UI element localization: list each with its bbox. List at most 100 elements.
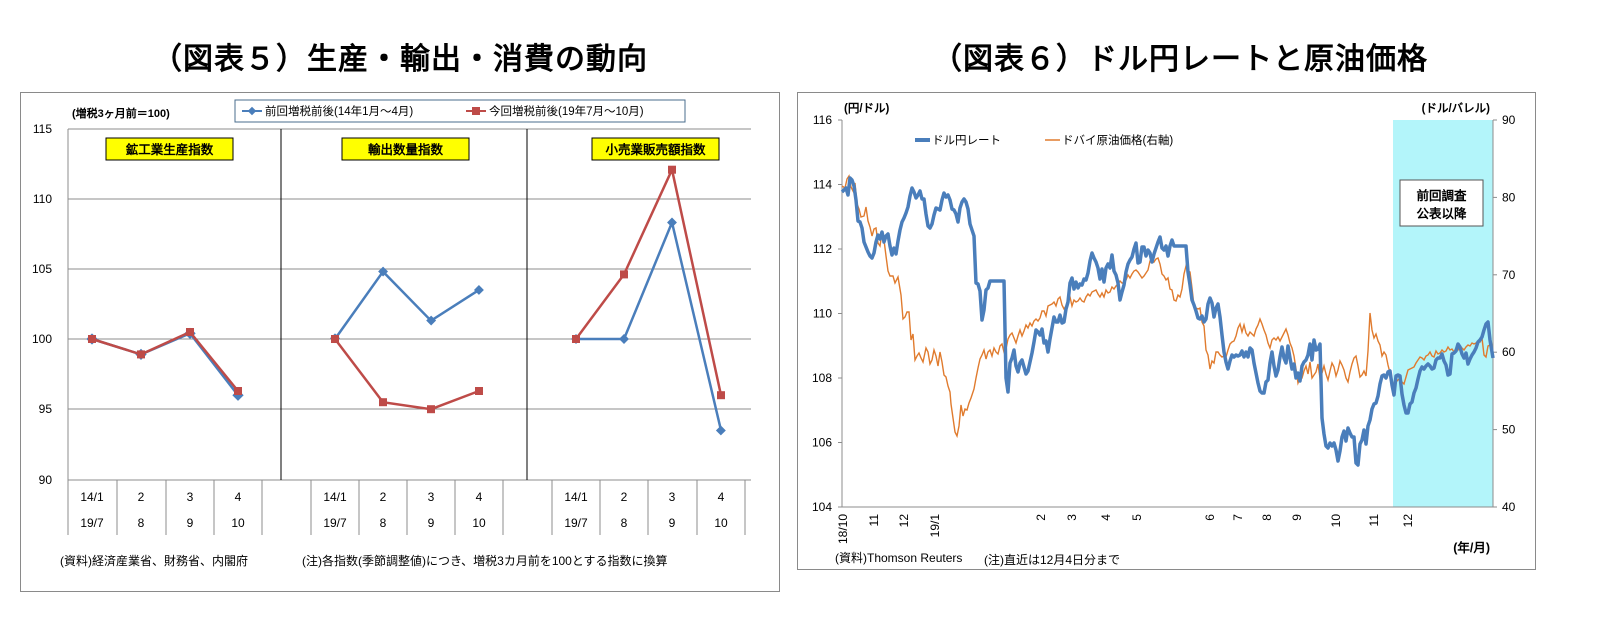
xtick-row1: 4 bbox=[476, 490, 483, 504]
svg-text:ドル円レート: ドル円レート bbox=[932, 135, 1001, 147]
ytick-right: 60 bbox=[1502, 345, 1516, 359]
xtick-row1: 3 bbox=[428, 490, 435, 504]
svg-text:ドバイ原油価格(右軸): ドバイ原油価格(右軸) bbox=[1062, 133, 1173, 147]
diamond-marker-icon bbox=[247, 106, 257, 116]
ytick-right: 80 bbox=[1502, 190, 1516, 204]
series-usdjpy bbox=[840, 176, 1495, 467]
left-x-axis-dividers bbox=[67, 480, 746, 535]
series-dubai-oil bbox=[841, 174, 1494, 439]
svg-text:前回調査: 前回調査 bbox=[1416, 188, 1467, 203]
square-marker-icon bbox=[472, 107, 480, 115]
xtick: 9 bbox=[1290, 514, 1304, 521]
xtick: 5 bbox=[1130, 514, 1144, 521]
right-x-unit: (年/月) bbox=[1453, 540, 1490, 555]
ytick-left: 114 bbox=[813, 178, 832, 192]
xtick: 7 bbox=[1231, 514, 1245, 521]
xtick-row1: 2 bbox=[380, 490, 387, 504]
ytick-right: 50 bbox=[1502, 423, 1516, 437]
svg-text:前回増税前後(14年1月～4月): 前回増税前後(14年1月～4月) bbox=[265, 104, 413, 118]
panel-label-retail: 小売業販売額指数 bbox=[591, 137, 720, 161]
svg-text:輸出数量指数: 輸出数量指数 bbox=[368, 142, 444, 157]
ytick-right: 40 bbox=[1502, 500, 1516, 514]
xtick: 4 bbox=[1099, 514, 1113, 521]
svg-text:小売業販売額指数: 小売業販売額指数 bbox=[604, 142, 706, 157]
xtick: 11 bbox=[1367, 514, 1381, 527]
legend-item-previous: 前回増税前後(14年1月～4月) bbox=[242, 104, 413, 118]
xtick: 6 bbox=[1203, 514, 1217, 521]
panel-label-exports: 輸出数量指数 bbox=[341, 137, 470, 161]
right-left-unit: (円/ドル) bbox=[844, 102, 890, 115]
xtick: 18/10 bbox=[836, 514, 850, 544]
svg-text:公表以降: 公表以降 bbox=[1416, 206, 1467, 221]
xtick: 8 bbox=[1260, 514, 1274, 521]
xtick: 10 bbox=[1329, 514, 1343, 528]
xtick-row2: 9 bbox=[187, 516, 194, 530]
xtick: 12 bbox=[897, 514, 911, 528]
left-y-axis: 115 110 105 100 95 90 bbox=[32, 122, 52, 487]
xtick-row2: 9 bbox=[669, 516, 676, 530]
left-ytick: 100 bbox=[32, 332, 52, 346]
xtick: 19/1 bbox=[928, 514, 942, 538]
xtick-row1: 3 bbox=[187, 490, 194, 504]
series-current-retail bbox=[572, 165, 725, 400]
left-ytick: 90 bbox=[39, 473, 53, 487]
xtick-row1: 2 bbox=[621, 490, 628, 504]
panel-label-mining: 鉱工業生産指数 bbox=[105, 137, 234, 161]
ytick-left: 112 bbox=[813, 242, 832, 256]
xtick-row2: 10 bbox=[472, 516, 486, 530]
annotation-box: 前回調査 公表以降 bbox=[1399, 179, 1484, 227]
xtick: 2 bbox=[1034, 514, 1048, 521]
xtick-row1: 4 bbox=[235, 490, 242, 504]
xtick-row2: 19/7 bbox=[564, 516, 588, 530]
xtick-row2: 8 bbox=[621, 516, 628, 530]
xtick-row2: 10 bbox=[714, 516, 728, 530]
right-axes bbox=[838, 119, 1497, 508]
xtick: 11 bbox=[867, 514, 881, 527]
ytick-left: 104 bbox=[812, 500, 832, 514]
ytick-right: 70 bbox=[1502, 268, 1516, 282]
xtick-row2: 8 bbox=[138, 516, 145, 530]
left-legend: 前回増税前後(14年1月～4月) 今回増税前後(19年7月～10月) bbox=[234, 99, 686, 123]
left-unit-label: (増税3ヶ月前＝100) bbox=[72, 106, 170, 120]
xtick: 3 bbox=[1065, 514, 1079, 521]
xtick-row1: 4 bbox=[718, 490, 725, 504]
ytick-left: 106 bbox=[812, 436, 832, 450]
right-legend: ドル円レート ドバイ原油価格(右軸) bbox=[915, 133, 1173, 147]
xtick: 12 bbox=[1401, 514, 1415, 528]
left-ytick: 95 bbox=[39, 402, 53, 416]
ytick-left: 116 bbox=[813, 113, 832, 127]
left-source: (資料)経済産業省、財務省、内閣府 bbox=[60, 553, 248, 568]
left-ytick: 110 bbox=[33, 192, 52, 206]
xtick-row1: 2 bbox=[138, 490, 145, 504]
left-chart-title: （図表５）生産・輸出・消費の動向 bbox=[152, 43, 648, 76]
xtick-row1: 14/1 bbox=[80, 490, 104, 504]
left-gridlines bbox=[67, 128, 751, 481]
right-note: (注)直近は12月4日分まで bbox=[984, 552, 1120, 567]
legend-item-current: 今回増税前後(19年7月～10月) bbox=[466, 104, 644, 118]
right-left-y-axis: 116 114 112 110 108 106 104 bbox=[812, 113, 832, 514]
xtick-row1: 3 bbox=[669, 490, 676, 504]
left-ytick: 115 bbox=[33, 122, 52, 136]
left-note: (注)各指数(季節調整値)につき、増税3カ月前を100とする指数に換算 bbox=[302, 553, 667, 568]
left-ytick: 105 bbox=[32, 262, 52, 276]
left-panel-dividers bbox=[280, 129, 528, 480]
svg-text:今回増税前後(19年7月～10月): 今回増税前後(19年7月～10月) bbox=[489, 104, 644, 118]
right-x-axis-labels: 18/10 11 12 19/1 2 3 4 5 6 7 8 9 10 11 1… bbox=[836, 514, 1415, 544]
svg-text:鉱工業生産指数: 鉱工業生産指数 bbox=[126, 142, 214, 157]
series-current-mining bbox=[88, 328, 242, 395]
ytick-left: 110 bbox=[813, 307, 832, 321]
series-current-exports bbox=[331, 335, 483, 414]
xtick-row2: 19/7 bbox=[323, 516, 347, 530]
right-source: (資料)Thomson Reuters bbox=[835, 551, 962, 565]
xtick-row1: 14/1 bbox=[564, 490, 588, 504]
xtick-row2: 8 bbox=[380, 516, 387, 530]
xtick-row2: 9 bbox=[428, 516, 435, 530]
xtick-row2: 10 bbox=[231, 516, 245, 530]
xtick-row1: 14/1 bbox=[323, 490, 347, 504]
left-chart-frame bbox=[20, 92, 780, 592]
right-chart-title: （図表６）ドル円レートと原油価格 bbox=[932, 43, 1428, 76]
right-right-y-axis: 90 80 70 60 50 40 bbox=[1502, 113, 1516, 514]
ytick-right: 90 bbox=[1502, 113, 1516, 127]
